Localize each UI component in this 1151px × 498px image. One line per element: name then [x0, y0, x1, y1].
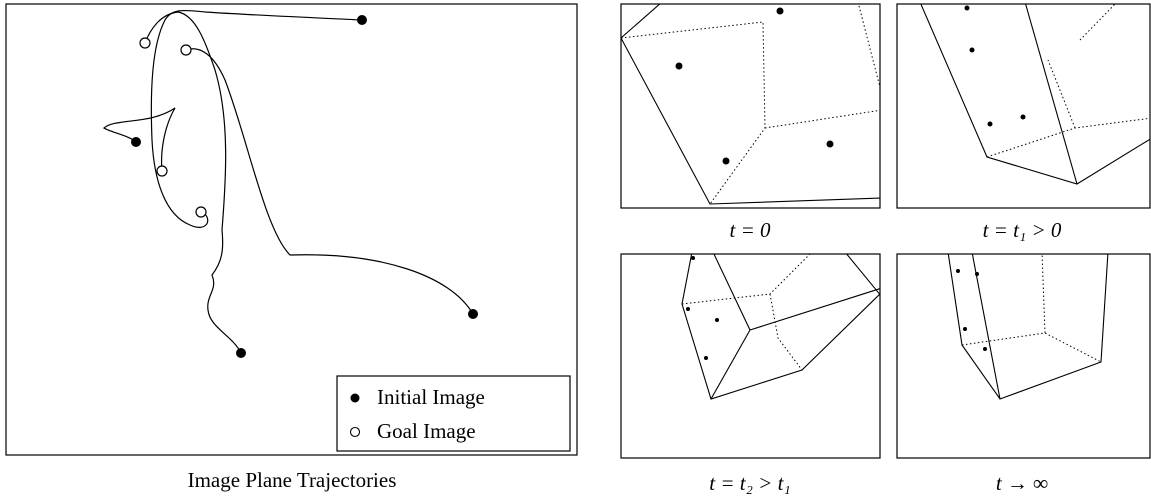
legend-marker: [349, 426, 361, 438]
feature-point: [715, 318, 719, 322]
view-panel: t = 0: [620, 3, 881, 242]
feature-point: [987, 121, 993, 127]
initial-point: [468, 309, 478, 319]
trajectory: [144, 11, 242, 354]
panel-frame: [896, 253, 1151, 459]
initial-point: [357, 15, 367, 25]
trajectory: [150, 9, 363, 228]
caption: t = t₂ > t₁: [709, 471, 790, 495]
panel-frame: [896, 3, 1151, 209]
feature-point: [1020, 114, 1026, 120]
feature-point: [704, 356, 708, 360]
trajectory: [103, 107, 176, 172]
hidden-edge: [621, 4, 880, 205]
hidden-edge: [986, 4, 1150, 158]
feature-point: [675, 62, 683, 70]
goal-point: [195, 206, 207, 218]
feature-point: [963, 327, 967, 331]
feature-point: [686, 307, 690, 311]
feature-point: [975, 272, 979, 276]
legend-marker: [350, 393, 360, 403]
legend-frame: [336, 375, 571, 452]
goal-point: [180, 44, 192, 56]
hidden-edge: [681, 254, 811, 371]
view-panel: t → ∞: [896, 253, 1151, 495]
feature-point: [956, 269, 960, 273]
feature-point: [969, 47, 975, 53]
trajectory: [185, 48, 474, 315]
feature-point: [776, 7, 784, 15]
caption: Image Plane Trajectories: [188, 468, 397, 492]
initial-point: [236, 348, 246, 358]
legend: Initial Image Goal Image: [336, 375, 571, 452]
hidden-edge: [961, 254, 1102, 363]
goal-point: [156, 165, 168, 177]
panel-frame: [620, 3, 881, 209]
panel-frame: [5, 3, 578, 456]
caption: t = t₁ > 0: [983, 218, 1062, 242]
goal-point: [139, 37, 151, 49]
view-panel: t = t₂ > t₁: [620, 253, 881, 495]
edge: [947, 254, 1109, 400]
caption: t = 0: [729, 218, 771, 242]
panel-frame: [620, 253, 881, 459]
feature-point: [964, 5, 970, 11]
legend-label: Goal Image: [377, 419, 476, 443]
feature-point: [983, 347, 987, 351]
initial-point: [131, 137, 141, 147]
view-panel: t = t₁ > 0: [896, 3, 1151, 242]
feature-point: [722, 157, 730, 165]
feature-point: [691, 256, 695, 260]
trajectory-panel: Initial Image Goal Image Image Plane Tra…: [5, 3, 578, 492]
legend-label: Initial Image: [377, 385, 485, 409]
feature-point: [826, 140, 834, 148]
edge: [920, 4, 1150, 185]
edge: [681, 254, 880, 400]
caption: t → ∞: [996, 471, 1048, 495]
edge: [621, 4, 880, 205]
